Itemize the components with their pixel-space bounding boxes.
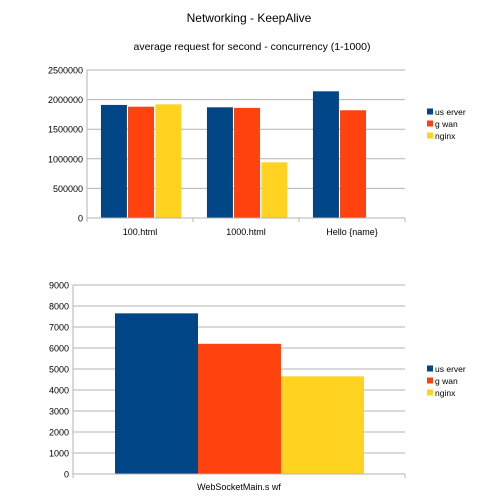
bar-nginx-1000html	[261, 162, 287, 218]
legend-label: g wan	[435, 376, 458, 386]
y-tick-label: 1000	[49, 449, 69, 459]
y-tick-label: 0	[64, 470, 69, 480]
legend-swatch	[427, 109, 433, 115]
bar-userver-1000html	[207, 107, 233, 218]
x-category-label: 1000.html	[226, 227, 266, 237]
y-tick-label: 1000000	[48, 154, 83, 164]
y-tick-label: 0	[78, 214, 83, 224]
bar-nginx-100html	[155, 104, 181, 218]
y-tick-label: 2500000	[48, 66, 83, 76]
bar-userver-websocketmainswf	[115, 313, 198, 474]
y-tick-label: 8000	[49, 302, 69, 312]
bar-gwan-helloname	[340, 110, 366, 218]
legend-label: nginx	[435, 131, 456, 141]
bar-nginx-websocketmainswf	[281, 376, 364, 474]
y-tick-label: 3000	[49, 407, 69, 417]
chart-subtitle: average request for second - concurrency…	[134, 41, 371, 53]
y-tick-label: 6000	[49, 344, 69, 354]
x-category-label: Hello {name}	[326, 227, 378, 237]
y-tick-label: 500000	[53, 184, 83, 194]
bar-gwan-1000html	[234, 108, 260, 218]
legend-label: us erver	[435, 364, 466, 374]
bar-userver-helloname	[313, 91, 339, 218]
legend-swatch	[427, 378, 433, 384]
chart-title: Networking - KeepAlive	[187, 11, 312, 25]
y-tick-label: 2000	[49, 428, 69, 438]
x-category-label: 100.html	[123, 227, 158, 237]
top-chart-panel: 0 500000 1000000 1500000 2000000 2500000 100.h…	[48, 66, 466, 238]
x-category-label: WebSocketMain.s wf	[197, 482, 281, 492]
y-tick-label: 4000	[49, 386, 69, 396]
legend-swatch	[427, 390, 433, 396]
legend-label: g wan	[435, 119, 458, 129]
legend-swatch	[427, 133, 433, 139]
legend-label: nginx	[435, 388, 456, 398]
bottom-chart-panel: 0 1000 2000 3000 4000 5000 6000 7000 8000 9000 Web…	[49, 281, 466, 493]
legend-swatch	[427, 121, 433, 127]
bar-userver-100html	[101, 105, 127, 218]
y-tick-label: 9000	[49, 281, 69, 291]
y-tick-label: 7000	[49, 323, 69, 333]
y-tick-label: 1500000	[48, 125, 83, 135]
bar-gwan-100html	[128, 107, 154, 218]
bar-gwan-websocketmainswf	[198, 344, 281, 474]
legend-label: us erver	[435, 107, 466, 117]
y-tick-label: 2000000	[48, 95, 83, 105]
y-tick-label: 5000	[49, 365, 69, 375]
legend-swatch	[427, 366, 433, 372]
